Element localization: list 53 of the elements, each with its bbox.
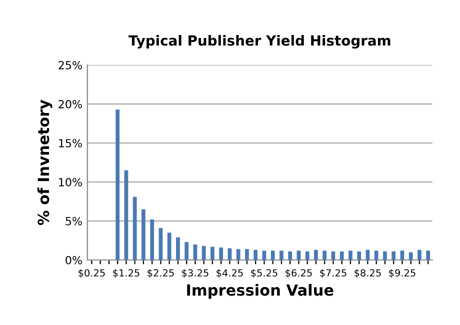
y-tick-label: 15% — [59, 138, 82, 148]
bar — [167, 232, 172, 260]
bar — [142, 209, 146, 260]
x-tick-label: $8.25 — [354, 269, 381, 278]
x-tick-label: $3.25 — [182, 269, 208, 278]
y-tick-label: 5% — [66, 216, 82, 226]
bar — [374, 250, 378, 260]
bar — [426, 250, 430, 260]
x-tick-label: $5.25 — [251, 269, 278, 278]
bar — [150, 219, 154, 260]
bar — [280, 250, 284, 260]
bar — [288, 251, 292, 260]
bar — [184, 242, 189, 260]
chart-title: Typical Publisher Yield Histogram — [128, 35, 390, 49]
bar — [254, 250, 258, 260]
y-tick-label: 0% — [66, 256, 82, 264]
bar — [322, 250, 327, 260]
bar — [400, 250, 404, 260]
y-axis-title: % of Invnetory — [37, 100, 52, 226]
bar — [158, 228, 163, 260]
x-axis-title: Impression Value — [187, 284, 334, 299]
bar — [314, 250, 318, 260]
y-tick-label: 10% — [59, 178, 82, 186]
bar — [245, 249, 249, 260]
bar — [124, 170, 128, 260]
bar — [116, 109, 120, 260]
bar — [219, 248, 224, 260]
bar — [262, 250, 266, 260]
bar — [202, 246, 206, 260]
bar — [210, 246, 214, 260]
bar — [418, 250, 422, 260]
x-tick-label: $9.25 — [389, 269, 416, 278]
bar — [296, 250, 301, 260]
bar — [408, 252, 413, 260]
bar — [193, 244, 198, 260]
bar — [383, 251, 387, 260]
x-tick-label: $4.25 — [216, 269, 243, 278]
bar — [340, 251, 344, 260]
bar — [270, 250, 275, 260]
y-tick-label: 20% — [58, 100, 82, 108]
x-tick-label: $2.25 — [148, 269, 174, 278]
y-tick-label: 25% — [58, 60, 82, 70]
x-tick-label: $0.25 — [78, 269, 105, 278]
bar — [132, 196, 137, 260]
bar — [392, 251, 396, 260]
bar — [305, 251, 310, 260]
x-tick-label: $7.25 — [320, 269, 346, 278]
bar — [236, 249, 240, 260]
bar — [348, 250, 352, 260]
x-tick-label: $1.25 — [113, 269, 140, 278]
bar — [357, 251, 362, 260]
x-tick-label: $6.25 — [286, 269, 312, 278]
bar — [176, 237, 180, 260]
